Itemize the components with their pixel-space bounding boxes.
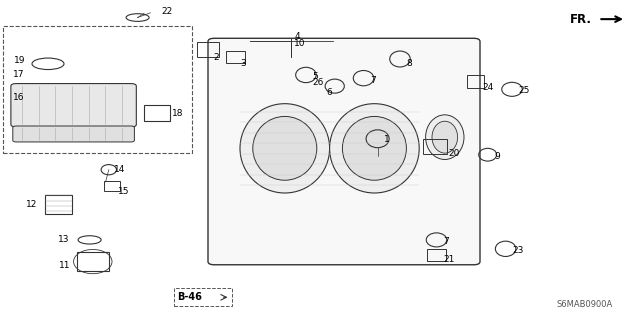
Ellipse shape xyxy=(330,104,419,193)
Text: 10: 10 xyxy=(294,39,306,48)
Bar xyxy=(197,42,220,57)
FancyBboxPatch shape xyxy=(11,84,136,127)
Text: 9: 9 xyxy=(494,152,500,161)
Text: 15: 15 xyxy=(118,187,130,196)
Bar xyxy=(427,249,446,261)
Ellipse shape xyxy=(432,121,458,153)
Text: 19: 19 xyxy=(14,56,26,65)
Text: 8: 8 xyxy=(406,59,412,68)
Text: S6MAB0900A: S6MAB0900A xyxy=(557,300,613,309)
Text: 3: 3 xyxy=(241,59,246,68)
Text: 20: 20 xyxy=(448,149,460,158)
Bar xyxy=(144,105,170,121)
Text: 16: 16 xyxy=(13,93,24,102)
Text: 7: 7 xyxy=(370,76,376,85)
Bar xyxy=(104,181,120,191)
Text: B-46: B-46 xyxy=(177,292,202,302)
Text: 25: 25 xyxy=(518,86,530,95)
Ellipse shape xyxy=(426,115,464,160)
Ellipse shape xyxy=(240,104,330,193)
Text: 14: 14 xyxy=(114,165,125,174)
Bar xyxy=(174,288,232,306)
Text: 17: 17 xyxy=(13,70,24,79)
Text: 6: 6 xyxy=(326,88,332,97)
Text: 18: 18 xyxy=(172,109,183,118)
Bar xyxy=(467,75,484,88)
Text: 5: 5 xyxy=(312,72,318,81)
FancyBboxPatch shape xyxy=(13,126,134,142)
Bar xyxy=(423,139,447,154)
Bar xyxy=(45,195,72,214)
Text: 21: 21 xyxy=(443,255,454,263)
Text: 23: 23 xyxy=(512,246,524,255)
Bar xyxy=(3,26,192,153)
Bar xyxy=(226,51,245,63)
Text: 1: 1 xyxy=(384,135,390,144)
Text: 7: 7 xyxy=(443,237,449,246)
Text: 24: 24 xyxy=(482,83,493,92)
Bar xyxy=(77,252,109,271)
Text: 11: 11 xyxy=(59,261,70,270)
Text: 22: 22 xyxy=(161,7,173,16)
Text: 4: 4 xyxy=(294,32,300,41)
Ellipse shape xyxy=(342,116,406,180)
Ellipse shape xyxy=(253,116,317,180)
FancyBboxPatch shape xyxy=(208,38,480,265)
Text: 12: 12 xyxy=(26,200,37,209)
Text: 2: 2 xyxy=(213,53,219,62)
Text: 26: 26 xyxy=(312,78,324,87)
Text: FR.: FR. xyxy=(570,13,592,26)
Text: 13: 13 xyxy=(58,235,69,244)
